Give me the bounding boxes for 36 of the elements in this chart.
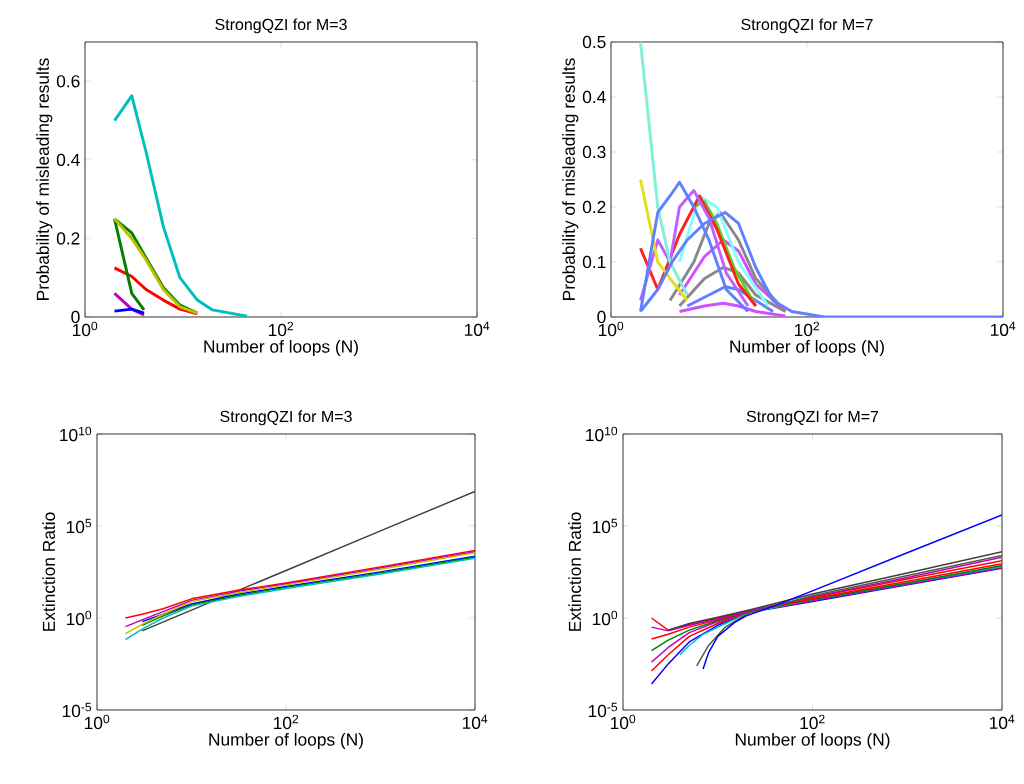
y-axis-title: Extinction Ratio [42, 512, 56, 631]
x-tick-label: 10$^{2}$ [273, 714, 299, 730]
chart-title: StrongQZI for M=7 [746, 410, 879, 426]
y-axis-title: Probability of misleading results [36, 58, 53, 300]
y-tick-label: 0.3 [582, 145, 606, 159]
x-tick-label: 10$^{4}$ [464, 321, 490, 337]
y-axis-title: Extinction Ratio [568, 512, 582, 631]
y-tick-label: 0.4 [582, 90, 606, 104]
x-axis-title: Number of loops (N) [209, 732, 363, 750]
y-tick-label: 10$^{10}$ [60, 426, 92, 442]
y-tick-label: 0.6 [56, 75, 80, 88]
y-tick-label: 10$^{5}$ [66, 518, 92, 534]
x-tick-label: 10$^{4}$ [990, 321, 1016, 337]
x-axis-title: Number of loops (N) [735, 732, 890, 750]
x-tick-label: 10$^{2}$ [268, 321, 294, 337]
y-tick-label: 0.2 [56, 232, 80, 245]
y-tick-label: 0 [597, 310, 606, 324]
x-tick-label: 10$^{2}$ [794, 321, 820, 337]
y-tick-label: 10$^{0}$ [592, 610, 618, 626]
y-tick-label: 10$^{10}$ [586, 426, 618, 442]
y-tick-label: 10$^{5}$ [592, 518, 618, 534]
x-axis-title: Number of loops (N) [730, 339, 884, 357]
chart-title: StrongQZI for M=7 [741, 18, 873, 34]
x-tick-label: 10$^{4}$ [989, 714, 1015, 730]
y-tick-label: 0.1 [582, 255, 606, 269]
y-tick-label: 0.5 [582, 35, 606, 49]
x-axis-title: Number of loops (N) [204, 339, 358, 357]
y-tick-label: 0.4 [56, 153, 80, 166]
chart-title: StrongQZI for M=3 [215, 18, 347, 34]
x-tick-label: 10$^{2}$ [800, 714, 825, 730]
y-tick-label: 0.2 [582, 200, 606, 214]
y-tick-label: 0 [71, 310, 80, 324]
x-tick-label: 10$^{4}$ [462, 714, 488, 730]
y-tick-label: 10$^{0}$ [66, 610, 92, 626]
y-axis-title: Probability of misleading results [562, 58, 579, 300]
chart-title: StrongQZI for M=3 [220, 410, 352, 426]
